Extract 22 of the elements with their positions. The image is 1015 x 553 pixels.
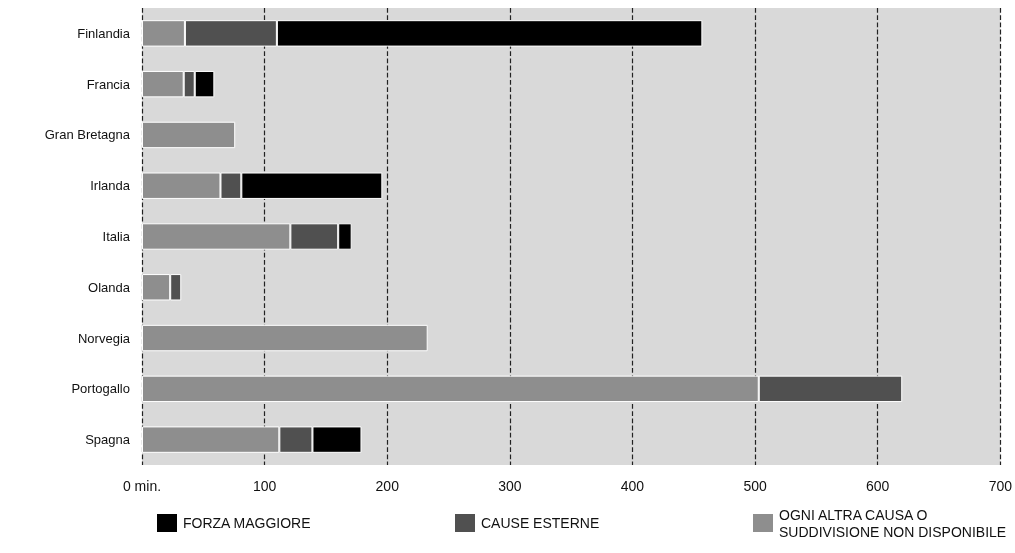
- y-tick-label: Gran Bretagna: [44, 127, 131, 143]
- x-tick-label: 400: [620, 478, 645, 494]
- y-tick-label: Italia: [102, 229, 131, 244]
- x-tick-label: 0 min.: [122, 478, 162, 494]
- y-tick-label: Spagna: [85, 432, 131, 448]
- y-tick-label: Norvegia: [77, 330, 131, 346]
- legend-label: CAUSE ESTERNE: [481, 515, 600, 531]
- legend-label: OGNI ALTRA CAUSA O SUDDIVISIONE NON DISPONIBILE: [779, 506, 1007, 540]
- bar: [142, 324, 428, 352]
- x-tick-label: 700: [988, 478, 1013, 494]
- y-tick-label: Portogallo: [71, 381, 130, 397]
- y-tick-label: Irlanda: [90, 178, 131, 194]
- y-tick-label: Finlandia: [77, 25, 131, 41]
- x-tick-label: 100: [252, 478, 277, 494]
- x-tick-label: 300: [498, 478, 522, 494]
- x-tick-label: 200: [375, 478, 400, 494]
- y-tick-label: Olanda: [88, 279, 131, 295]
- bar: [142, 121, 236, 149]
- y-tick-label: Francia: [86, 76, 131, 92]
- x-tick-label: 500: [743, 478, 767, 494]
- legend-label: FORZA MAGGIORE: [183, 515, 311, 531]
- x-tick-label: 600: [866, 478, 890, 494]
